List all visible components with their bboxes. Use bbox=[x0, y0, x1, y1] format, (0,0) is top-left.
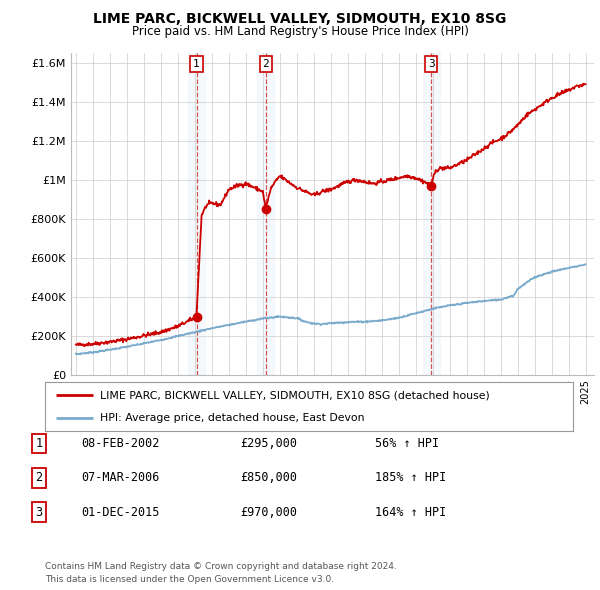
Text: HPI: Average price, detached house, East Devon: HPI: Average price, detached house, East… bbox=[100, 412, 365, 422]
Text: £295,000: £295,000 bbox=[240, 437, 297, 450]
Text: £850,000: £850,000 bbox=[240, 471, 297, 484]
Text: 3: 3 bbox=[35, 506, 43, 519]
Text: 3: 3 bbox=[428, 59, 434, 69]
Bar bbox=[188, 53, 205, 375]
Bar bbox=[257, 53, 274, 375]
Text: 01-DEC-2015: 01-DEC-2015 bbox=[81, 506, 160, 519]
Text: 07-MAR-2006: 07-MAR-2006 bbox=[81, 471, 160, 484]
Text: Contains HM Land Registry data © Crown copyright and database right 2024.: Contains HM Land Registry data © Crown c… bbox=[45, 562, 397, 571]
Text: 1: 1 bbox=[35, 437, 43, 450]
Bar bbox=[423, 53, 440, 375]
Text: 2: 2 bbox=[35, 471, 43, 484]
Text: Price paid vs. HM Land Registry's House Price Index (HPI): Price paid vs. HM Land Registry's House … bbox=[131, 25, 469, 38]
Text: 185% ↑ HPI: 185% ↑ HPI bbox=[375, 471, 446, 484]
Text: 164% ↑ HPI: 164% ↑ HPI bbox=[375, 506, 446, 519]
Text: 1: 1 bbox=[193, 59, 200, 69]
Text: 56% ↑ HPI: 56% ↑ HPI bbox=[375, 437, 439, 450]
Text: 08-FEB-2002: 08-FEB-2002 bbox=[81, 437, 160, 450]
Text: LIME PARC, BICKWELL VALLEY, SIDMOUTH, EX10 8SG (detached house): LIME PARC, BICKWELL VALLEY, SIDMOUTH, EX… bbox=[100, 391, 490, 401]
Text: This data is licensed under the Open Government Licence v3.0.: This data is licensed under the Open Gov… bbox=[45, 575, 334, 584]
Text: LIME PARC, BICKWELL VALLEY, SIDMOUTH, EX10 8SG: LIME PARC, BICKWELL VALLEY, SIDMOUTH, EX… bbox=[94, 12, 506, 26]
Text: 2: 2 bbox=[262, 59, 269, 69]
Text: £970,000: £970,000 bbox=[240, 506, 297, 519]
